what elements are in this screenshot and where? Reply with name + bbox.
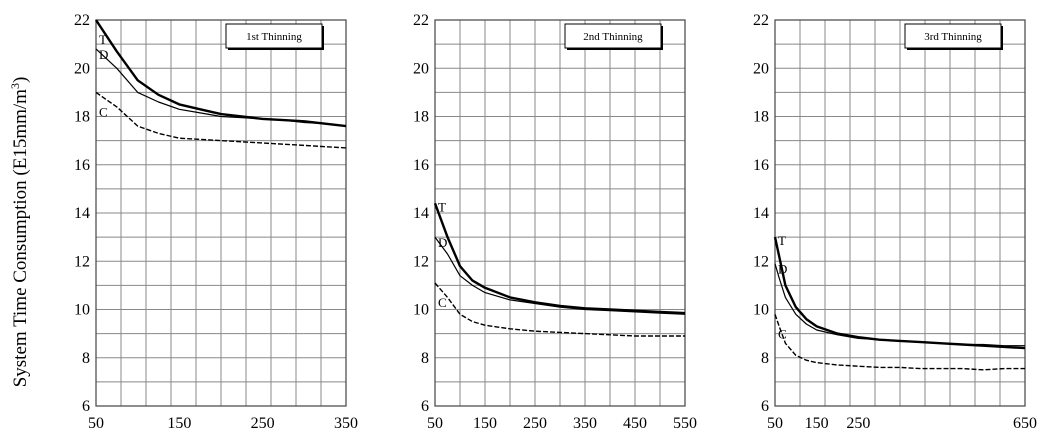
y-tick-label: 22 xyxy=(753,12,769,29)
x-tick-label: 150 xyxy=(473,415,497,432)
y-tick-label: 6 xyxy=(82,398,90,415)
series-label-D: D xyxy=(99,47,108,62)
title-box xyxy=(904,23,1002,49)
series-label-C: C xyxy=(438,295,447,310)
y-tick-label: 22 xyxy=(74,12,90,29)
x-tick-label: 550 xyxy=(673,415,697,432)
plot-frame xyxy=(95,19,347,407)
x-tick-label: 50 xyxy=(767,415,783,432)
chart-panel-2: 6 8 10 12 14 16 18 20 22 50 150 250 350 450 550 T D C 2nd … xyxy=(413,12,697,432)
panel-title: 1st Thinning xyxy=(246,31,302,43)
x-tick-label: 450 xyxy=(623,415,647,432)
x-tick-label: 150 xyxy=(167,415,191,432)
x-tick-label: 50 xyxy=(427,415,443,432)
y-axis-label-area: System Time Consumption (E15mm/m3) xyxy=(8,77,31,388)
y-tick-label: 20 xyxy=(413,60,429,77)
y-tick-label: 16 xyxy=(413,157,429,174)
title-box xyxy=(225,23,323,49)
y-tick-label: 6 xyxy=(421,398,429,415)
y-tick-label: 18 xyxy=(413,109,429,126)
y-tick-label: 8 xyxy=(82,350,90,367)
plot-frame xyxy=(434,19,686,407)
x-tick-label: 50 xyxy=(88,415,104,432)
panel-title: 3rd Thinning xyxy=(924,31,982,43)
x-tick-label: 350 xyxy=(334,415,358,432)
y-tick-label: 10 xyxy=(74,302,90,319)
y-tick-label: 8 xyxy=(761,350,769,367)
panel-title: 2nd Thinning xyxy=(583,31,643,43)
x-tick-label: 250 xyxy=(846,415,870,432)
y-tick-label: 18 xyxy=(753,109,769,126)
series-label-D: D xyxy=(438,235,447,250)
series-label-C: C xyxy=(99,104,108,119)
series-line-D xyxy=(95,48,347,127)
y-tick-label: 10 xyxy=(413,302,429,319)
y-tick-label: 16 xyxy=(74,157,90,174)
series-line-D xyxy=(434,236,686,315)
series-line-T xyxy=(433,202,686,315)
y-tick-label: 14 xyxy=(413,205,429,222)
x-tick-label: 250 xyxy=(251,415,275,432)
chart-panel-3: 6 8 10 12 14 16 18 20 22 50 150 250 650 TD C 3rd Thinni… xyxy=(753,12,1037,432)
series-label-T: T xyxy=(99,32,107,47)
chart-panel-1: 6 8 10 12 14 16 18 20 22 50 150 250 350 TD C 1st Thinni… xyxy=(74,12,358,432)
y-tick-label: 8 xyxy=(421,350,429,367)
y-tick-label: 10 xyxy=(753,302,769,319)
x-tick-label: 650 xyxy=(1013,415,1037,432)
series-label-T: T xyxy=(778,233,786,248)
series-line-C xyxy=(95,91,347,149)
y-tick-label: 16 xyxy=(753,157,769,174)
series-label-C: C xyxy=(778,326,787,341)
y-tick-label: 20 xyxy=(74,60,90,77)
y-tick-label: 12 xyxy=(753,253,769,270)
y-tick-label: 6 xyxy=(761,398,769,415)
series-line-T xyxy=(94,19,347,128)
series-line-C xyxy=(774,314,1025,371)
y-tick-label: 12 xyxy=(413,253,429,270)
title-box xyxy=(564,23,662,49)
x-tick-label: 150 xyxy=(805,415,829,432)
series-line-D xyxy=(774,263,1025,347)
y-axis-label: System Time Consumption (E15mm/m3) xyxy=(8,77,31,388)
series-label-T: T xyxy=(438,199,446,214)
y-tick-label: 22 xyxy=(413,12,429,29)
y-tick-label: 20 xyxy=(753,60,769,77)
series-line-C xyxy=(434,282,685,337)
y-tick-label: 12 xyxy=(74,253,90,270)
plot-frame xyxy=(774,19,1026,407)
x-tick-label: 250 xyxy=(523,415,547,432)
x-tick-label: 350 xyxy=(573,415,597,432)
y-tick-label: 18 xyxy=(74,109,90,126)
series-label-D: D xyxy=(778,262,787,277)
y-tick-label: 14 xyxy=(753,205,769,222)
y-tick-label: 14 xyxy=(74,205,90,222)
